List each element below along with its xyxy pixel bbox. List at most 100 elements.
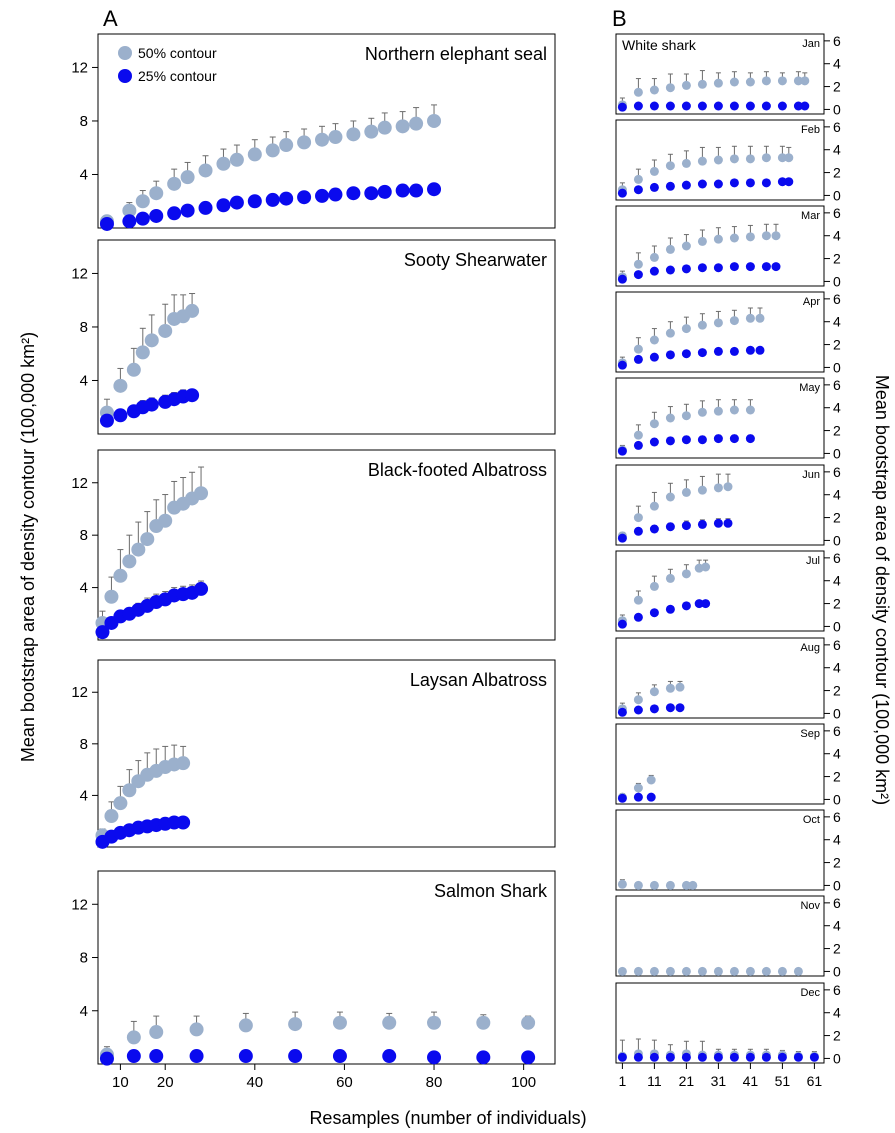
data-point [332,1015,347,1030]
y-tick-label: 2 [833,337,841,353]
legend: 50% contour 25% contour [118,45,217,84]
data-point [777,153,787,163]
data-point [755,345,765,355]
data-point [122,554,137,569]
data-point [665,1052,675,1062]
data-point [633,705,643,715]
legend-marker-50 [118,46,132,60]
month-label: Jul [806,555,820,567]
data-point [681,101,691,111]
data-point [194,486,209,501]
panel-letter-b: B [612,6,627,31]
chart-panel-1: 4 8 12 Sooty Shearwater [71,239,556,435]
y-tick-label: 0 [833,532,841,548]
data-point [681,180,691,190]
data-point [729,101,739,111]
data-point [198,200,213,215]
data-point [646,792,656,802]
data-point [633,783,643,793]
data-point [745,154,755,164]
data-point [729,77,739,87]
data-point [617,188,627,198]
data-point [681,521,691,531]
data-point [665,101,675,111]
panel-frame [615,723,825,805]
data-point [633,513,643,523]
data-point [697,435,707,445]
y-tick-label: 2 [833,941,841,957]
data-point [328,187,343,202]
data-point [649,581,659,591]
data-point [713,234,723,244]
data-point [713,179,723,189]
data-point [675,703,685,713]
month-label: Aug [800,642,820,654]
y-tick-label: 2 [833,79,841,95]
data-point [649,266,659,276]
data-point [476,1050,491,1065]
y-tick-label: 0 [833,1050,841,1066]
y-tick-label: 0 [833,187,841,203]
data-point [649,252,659,262]
data-point [697,320,707,330]
data-point [189,1049,204,1064]
y-tick-label: 4 [833,56,841,72]
data-point [665,265,675,275]
data-point [729,1052,739,1062]
data-point [694,599,704,609]
data-point [649,352,659,362]
data-point [144,333,159,348]
data-point [99,216,114,231]
data-point [784,177,794,187]
x-tick-label: 20 [157,1074,174,1091]
data-point [681,966,691,976]
y-tick-label: 0 [833,101,841,117]
data-point [649,880,659,890]
data-point [122,203,137,218]
data-point [149,1025,164,1040]
data-point [427,1050,442,1065]
chart-panel-4: 4 8 12 10 20 40 60 80 100 Salmon Shark [71,870,556,1091]
chart-panel-12: 0 2 4 6 Aug [615,637,841,721]
data-point [185,303,200,318]
data-point [649,687,659,697]
y-tick-label: 4 [80,166,88,183]
data-point [633,430,643,440]
data-point [140,532,155,547]
data-point [633,595,643,605]
data-point [761,1052,771,1062]
data-point [167,176,182,191]
y-tick-label: 4 [80,1003,88,1020]
y-tick-label: 12 [71,896,88,913]
data-point [377,120,392,135]
data-point [681,411,691,421]
chart-panel-11: 0 2 4 6 Jul [615,550,841,634]
data-point [681,601,691,611]
data-point [777,966,787,976]
y-tick-label: 6 [833,723,841,739]
data-point [729,262,739,272]
data-point [681,435,691,445]
data-point [675,682,685,692]
data-point [745,178,755,188]
data-point [427,182,442,197]
data-point [800,101,810,111]
data-point [761,101,771,111]
data-point [95,625,110,640]
chart-panel-10: 0 2 4 6 Jun [615,464,841,548]
data-point [713,263,723,273]
chart-panel-5: 0 2 4 6 Jan White shark [615,33,841,117]
panel-title: Sooty Shearwater [404,250,547,270]
data-point [777,101,787,111]
y-tick-label: 2 [833,769,841,785]
data-point [427,113,442,128]
data-point [697,1052,707,1062]
y-axis-title-left: Mean bootstrap area of density contour (… [18,332,38,762]
data-point [633,259,643,269]
month-label: May [799,382,820,394]
month-label: Nov [800,900,820,912]
data-point [149,1049,164,1064]
data-point [723,518,733,528]
data-point [729,346,739,356]
data-point [681,487,691,497]
